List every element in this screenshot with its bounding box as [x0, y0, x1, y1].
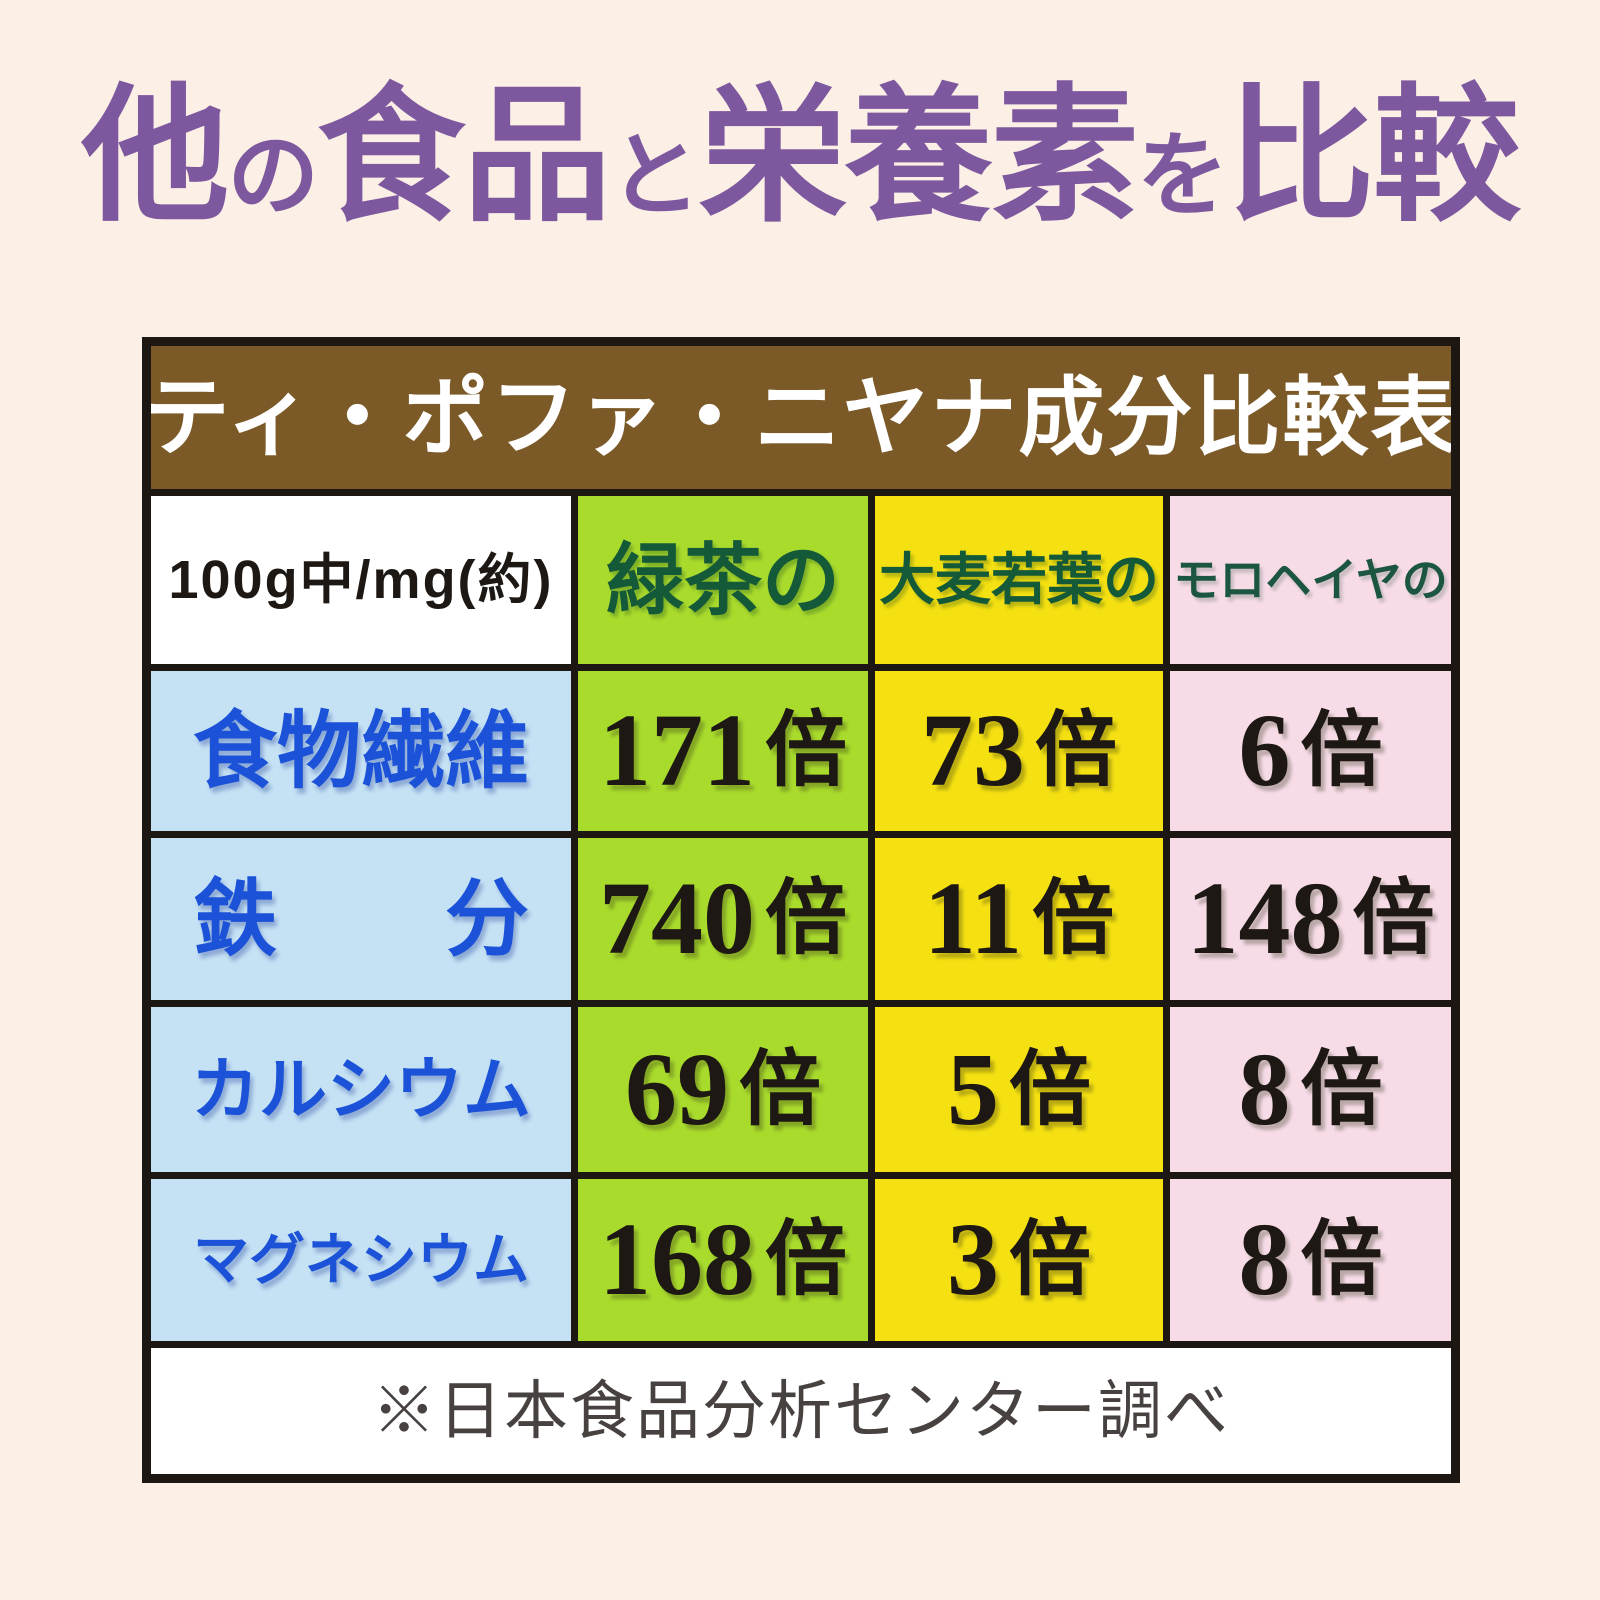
title-segment: 他 — [81, 76, 229, 240]
value-cell: 740 倍 — [578, 838, 868, 1000]
row-label-magnesium: マグネシウム — [151, 1179, 571, 1341]
value-number: 740 — [598, 861, 755, 976]
value-cell: 168 倍 — [578, 1179, 868, 1341]
value-number: 168 — [598, 1202, 755, 1317]
value-unit: 倍 — [1352, 873, 1435, 964]
title-segment: 食品 — [317, 76, 611, 240]
value-number: 8 — [1238, 1202, 1291, 1317]
column-header-moroheiya: モロヘイヤの — [1170, 496, 1451, 664]
value-unit: 倍 — [1032, 873, 1115, 964]
value-number: 69 — [624, 1031, 729, 1147]
value-unit: 倍 — [1008, 1043, 1091, 1135]
value-number: 148 — [1186, 861, 1343, 976]
value-number: 171 — [598, 693, 755, 808]
value-unit: 倍 — [1300, 705, 1383, 796]
value-unit: 倍 — [1008, 1214, 1091, 1305]
value-cell: 11 倍 — [875, 838, 1163, 1000]
row-label-calcium: カルシウム — [151, 1007, 571, 1172]
page-title: 他の食品と栄養素を比較 — [0, 70, 1600, 248]
row-label-dietary-fiber: 食物繊維 — [151, 671, 571, 831]
comparison-table: ティ・ポファ・ニヤナ成分比較表 100g中/mg(約) 緑茶の 大麦若葉の モロ… — [142, 337, 1460, 1483]
value-number: 3 — [946, 1202, 999, 1317]
value-unit: 倍 — [1300, 1043, 1383, 1135]
title-segment: 栄養素 — [698, 76, 1139, 240]
value-cell: 69 倍 — [578, 1007, 868, 1172]
table-title: ティ・ポファ・ニヤナ成分比較表 — [151, 346, 1451, 489]
title-segment: の — [227, 125, 319, 227]
title-segment: 比較 — [1226, 76, 1521, 240]
value-unit: 倍 — [738, 1043, 821, 1135]
title-segment: と — [609, 125, 701, 227]
value-number: 6 — [1238, 693, 1291, 808]
value-cell: 73 倍 — [875, 671, 1163, 831]
title-segment: を — [1136, 125, 1229, 227]
column-header-green-tea: 緑茶の — [578, 496, 868, 664]
column-header-unit-note: 100g中/mg(約) — [151, 496, 571, 664]
value-unit: 倍 — [1300, 1214, 1383, 1305]
value-unit: 倍 — [1034, 705, 1117, 796]
value-cell: 148 倍 — [1170, 838, 1451, 1000]
value-number: 8 — [1238, 1031, 1291, 1147]
value-cell: 171 倍 — [578, 671, 868, 831]
value-number: 11 — [923, 861, 1023, 976]
row-label-iron: 鉄 分 — [151, 838, 571, 1000]
column-header-barley-grass: 大麦若葉の — [875, 496, 1163, 664]
table-footnote: ※日本食品分析センター調べ — [151, 1348, 1451, 1474]
value-number: 73 — [920, 693, 1025, 808]
value-unit: 倍 — [764, 1214, 847, 1305]
value-unit: 倍 — [764, 873, 847, 964]
value-number: 5 — [946, 1031, 999, 1147]
value-unit: 倍 — [764, 705, 847, 796]
